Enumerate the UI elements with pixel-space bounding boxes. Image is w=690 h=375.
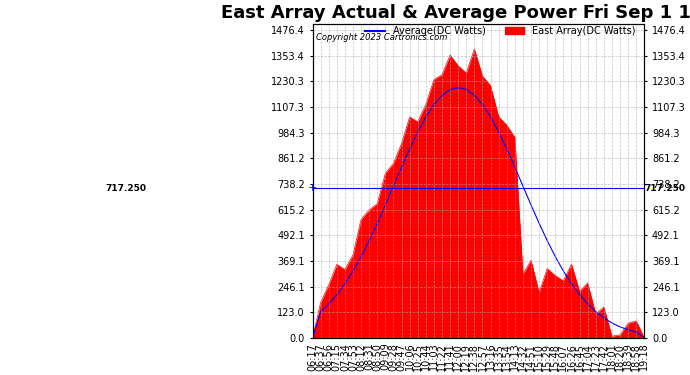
Text: 717.250: 717.250 (106, 184, 147, 193)
Text: +: + (308, 183, 317, 193)
Title: East Array Actual & Average Power Fri Sep 1 19:21: East Array Actual & Average Power Fri Se… (221, 4, 690, 22)
Text: Copyright 2023 Cartronics.com: Copyright 2023 Cartronics.com (316, 33, 447, 42)
Legend: Average(DC Watts), East Array(DC Watts): Average(DC Watts), East Array(DC Watts) (362, 22, 640, 40)
Text: 717.250: 717.250 (644, 184, 686, 193)
